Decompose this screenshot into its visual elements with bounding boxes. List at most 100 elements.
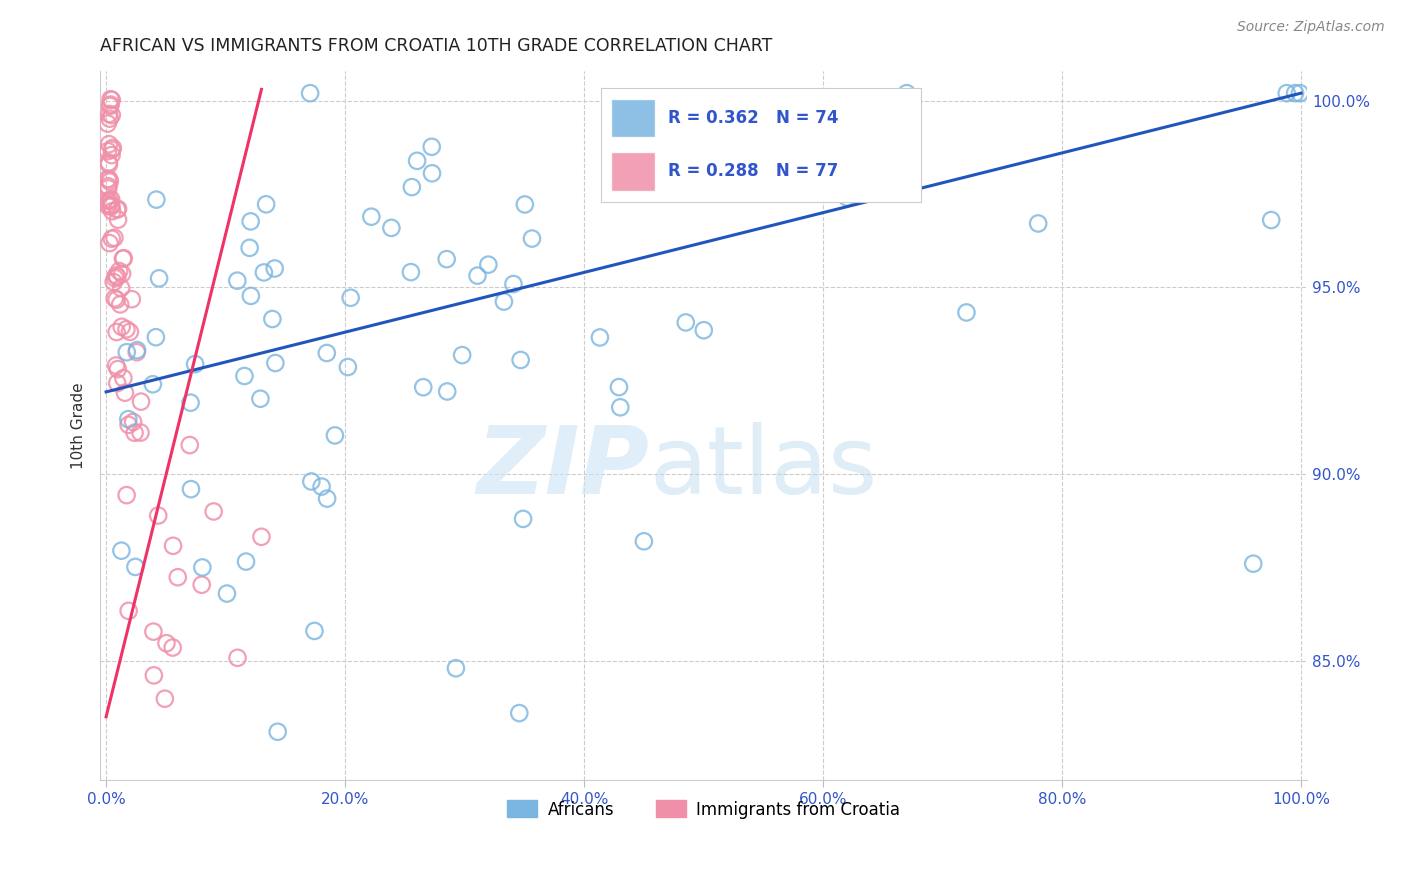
Point <box>1260 213 1282 227</box>
Point <box>633 534 655 549</box>
Point <box>299 86 322 100</box>
Point <box>420 166 443 180</box>
Point <box>100 92 122 106</box>
Point <box>97 172 120 186</box>
Point <box>412 380 434 394</box>
Point <box>103 275 125 289</box>
Text: AFRICAN VS IMMIGRANTS FROM CROATIA 10TH GRADE CORRELATION CHART: AFRICAN VS IMMIGRANTS FROM CROATIA 10TH … <box>100 37 772 55</box>
Point <box>148 508 170 523</box>
Point <box>98 175 121 189</box>
Point <box>311 479 333 493</box>
Point <box>509 353 531 368</box>
Point <box>98 236 121 251</box>
Point <box>97 117 120 131</box>
Point <box>508 706 530 720</box>
Point <box>513 197 536 211</box>
Point <box>110 281 132 295</box>
Point <box>336 359 359 374</box>
Point <box>775 126 797 140</box>
Point <box>512 512 534 526</box>
Point <box>111 319 134 334</box>
Point <box>299 475 322 489</box>
Point <box>148 271 170 285</box>
Point <box>451 348 474 362</box>
Point <box>103 231 125 245</box>
Point <box>263 261 285 276</box>
Point <box>226 274 249 288</box>
Point <box>97 197 120 211</box>
Point <box>520 231 543 245</box>
Point <box>105 359 128 373</box>
Point <box>675 315 697 329</box>
Point <box>226 650 249 665</box>
Point <box>115 345 138 359</box>
Point <box>117 604 139 618</box>
Point <box>444 661 467 675</box>
Point <box>740 182 762 196</box>
Point <box>477 258 499 272</box>
Point <box>155 636 177 650</box>
Point <box>162 539 184 553</box>
Point <box>97 144 120 158</box>
Point <box>127 343 149 357</box>
Point <box>105 376 128 390</box>
Point <box>235 555 257 569</box>
Point <box>114 385 136 400</box>
Point <box>129 394 152 409</box>
Point <box>399 265 422 279</box>
Point <box>191 560 214 574</box>
Point <box>145 330 167 344</box>
Text: ZIP: ZIP <box>477 422 650 514</box>
Point <box>124 425 146 440</box>
Point <box>97 199 120 213</box>
Point <box>100 192 122 206</box>
Point <box>97 181 120 195</box>
Point <box>100 93 122 107</box>
Point <box>105 325 128 339</box>
Point <box>436 252 458 267</box>
Point <box>107 362 129 376</box>
Point <box>1026 217 1049 231</box>
Point <box>107 270 129 285</box>
Point <box>502 277 524 291</box>
Point <box>162 640 184 655</box>
Point <box>98 107 121 121</box>
Point <box>202 504 225 518</box>
Point <box>153 691 176 706</box>
Point <box>105 202 128 217</box>
Point <box>100 199 122 213</box>
Point <box>436 384 458 399</box>
Point <box>121 292 143 306</box>
Point <box>98 157 121 171</box>
Point <box>467 268 489 283</box>
Point <box>101 141 124 155</box>
Point <box>1284 86 1306 100</box>
Point <box>107 202 129 216</box>
Point <box>401 180 423 194</box>
Point <box>112 371 135 385</box>
Point <box>112 251 135 265</box>
Point <box>253 265 276 279</box>
Legend: Africans, Immigrants from Croatia: Africans, Immigrants from Croatia <box>501 794 907 825</box>
Point <box>107 212 129 227</box>
Point <box>142 668 165 682</box>
Point <box>693 323 716 337</box>
Point <box>955 305 977 319</box>
Point <box>179 438 201 452</box>
Point <box>380 220 402 235</box>
Point <box>250 530 273 544</box>
Point <box>111 267 134 281</box>
Point <box>105 268 128 283</box>
Point <box>98 112 121 126</box>
Point <box>97 194 120 208</box>
Point <box>105 293 128 307</box>
Point <box>180 482 202 496</box>
Point <box>215 586 238 600</box>
Point <box>115 488 138 502</box>
Point <box>239 289 262 303</box>
Point <box>360 210 382 224</box>
Point <box>104 271 127 285</box>
Point <box>264 356 287 370</box>
Point <box>323 428 346 442</box>
Point <box>267 724 290 739</box>
